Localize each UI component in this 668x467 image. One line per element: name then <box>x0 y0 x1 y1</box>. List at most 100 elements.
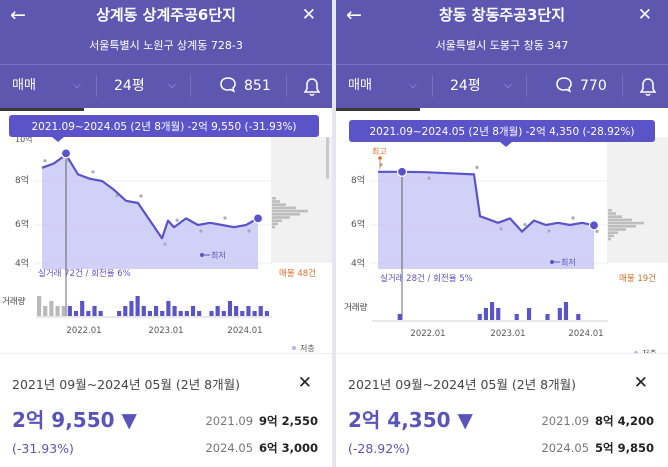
size-select[interactable]: 24평 <box>450 78 481 94</box>
tooltip-pointer <box>500 142 512 147</box>
chevron-down-icon[interactable]: ⌵ <box>168 80 176 91</box>
legend-low-dot <box>634 351 638 353</box>
close-icon[interactable]: ✕ <box>633 373 648 393</box>
trade-dot <box>43 159 47 163</box>
toolbar-divider <box>190 75 191 97</box>
complex-title: 창동 창동주공3단지 <box>438 6 566 24</box>
detail-end-date: 2024.05 <box>205 441 254 455</box>
detail-start-row: 2021.09 9억 2,550 <box>205 412 318 430</box>
legend-low-dot <box>292 346 296 350</box>
volume-bar <box>117 311 122 316</box>
detail-end-price: 5억 9,850 <box>595 441 654 455</box>
x-tick-label: 2024.01 <box>568 329 603 339</box>
price-chart[interactable]: 8억 6억 4억 10억 최저 실거래 72건 / 회전율 6% 매물 48건 … <box>0 111 332 353</box>
panel-divider <box>332 0 336 467</box>
listing-bar <box>272 222 278 226</box>
high-label: 최고 <box>372 146 387 156</box>
detail-start-row: 2021.09 8억 4,200 <box>541 412 654 430</box>
close-icon[interactable]: ✕ <box>297 373 312 393</box>
volume-bar <box>197 311 202 316</box>
toolbar-divider <box>432 75 433 97</box>
listing-bar <box>608 234 614 238</box>
complex-title: 상계동 상계주공6단지 <box>96 6 236 24</box>
chevron-down-icon[interactable]: ⌵ <box>504 80 512 91</box>
chat-bubble-icon[interactable] <box>556 73 572 97</box>
volume-bar-gray <box>49 301 54 316</box>
comment-count[interactable]: 770 <box>580 78 607 94</box>
listing-count: 매물 19건 <box>619 273 656 284</box>
volume-bar <box>209 311 214 316</box>
arrow-left-icon[interactable]: ← <box>346 4 362 26</box>
low-label: 최저 <box>211 250 226 260</box>
trade-dot <box>139 194 143 198</box>
close-icon[interactable]: ✕ <box>637 5 652 25</box>
trade-dot <box>91 170 95 174</box>
volume-bar <box>172 306 177 316</box>
legend-low-label: 저층 <box>642 349 657 353</box>
detail-end-row: 2024.05 6억 3,000 <box>205 439 318 457</box>
filter-toolbar: 매매 ⌵ 24평 ⌵ 770 <box>336 64 668 108</box>
chat-bubble-icon[interactable] <box>220 73 236 97</box>
end-point[interactable] <box>588 220 600 231</box>
detail-end-row: 2024.05 5억 9,850 <box>541 439 654 457</box>
trade-type-select[interactable]: 매매 <box>12 78 36 93</box>
listing-bar <box>272 203 286 206</box>
filter-toolbar: 매매 ⌵ 24평 ⌵ 851 <box>0 64 332 108</box>
volume-bar <box>166 301 171 316</box>
tooltip-text: 2021.09~2024.05 (2년 8개월) -2억 9,550 (-31.… <box>31 121 296 133</box>
price-chart-svg[interactable]: 8억 6억 4억 최고 최저 실거래 28건 / 회전율 5% 매물 19건 거… <box>336 111 668 353</box>
y-tick-label: 8억 <box>15 174 29 186</box>
trade-dot <box>499 227 503 231</box>
price-chart-svg[interactable]: 8억 6억 4억 10억 최저 실거래 72건 / 회전율 6% 매물 48건 … <box>0 111 332 353</box>
bell-icon[interactable] <box>303 77 321 97</box>
active-tab-indicator <box>0 108 84 111</box>
comment-count[interactable]: 851 <box>244 78 271 94</box>
trade-stats: 실거래 72건 / 회전율 6% <box>38 268 131 279</box>
bell-icon[interactable] <box>639 77 657 97</box>
volume-bar <box>258 306 263 316</box>
y-tick-label: 8억 <box>351 174 365 186</box>
detail-start-date: 2021.09 <box>205 414 254 428</box>
volume-bar <box>496 308 501 320</box>
price-area <box>378 171 594 269</box>
price-change-detail: 2021년 09월~2024년 05월 (2년 8개월) ✕ 2억 9,550 … <box>0 353 332 467</box>
listing-bar <box>608 218 632 222</box>
toolbar-divider <box>286 75 287 97</box>
volume-label: 거래량 <box>2 296 26 307</box>
trade-type-select[interactable]: 매매 <box>348 78 372 93</box>
listing-range-band <box>271 137 332 263</box>
volume-bar <box>160 311 165 316</box>
listing-bar <box>608 221 644 225</box>
panel-header: ← 상계동 상계주공6단지 ✕ 서울특별시 노원구 상계동 728-3 <box>0 0 332 64</box>
volume-bar <box>67 306 72 316</box>
volume-bar-gray <box>55 306 60 316</box>
listing-count: 매물 48건 <box>279 268 316 279</box>
arrow-left-icon[interactable]: ← <box>10 4 26 26</box>
start-point[interactable] <box>60 148 72 159</box>
close-icon[interactable]: ✕ <box>301 5 316 25</box>
volume-bar <box>240 311 245 316</box>
chart-scrollbar[interactable] <box>326 137 329 179</box>
start-point[interactable] <box>396 166 408 177</box>
size-select[interactable]: 24평 <box>114 78 145 94</box>
toolbar-divider <box>96 75 97 97</box>
listing-bar <box>272 206 296 210</box>
y-tick-label: 4억 <box>351 257 365 269</box>
volume-bar <box>490 302 495 320</box>
volume-bars <box>37 296 269 316</box>
volume-bar <box>73 311 79 316</box>
volume-bar <box>227 301 233 316</box>
trade-dot <box>547 229 551 233</box>
volume-label: 거래량 <box>344 302 368 313</box>
price-chart[interactable]: 8억 6억 4억 최고 최저 실거래 28건 / 회전율 5% 매물 19건 거… <box>336 111 668 353</box>
trade-dot <box>595 229 599 233</box>
chevron-down-icon[interactable]: ⌵ <box>73 80 81 91</box>
change-tooltip <box>349 120 655 142</box>
trade-scatter <box>379 163 599 233</box>
listing-histogram <box>608 209 644 241</box>
listing-bar <box>272 213 300 216</box>
detail-start-price: 8억 4,200 <box>595 414 654 428</box>
volume-bar <box>557 308 562 320</box>
end-point[interactable] <box>252 213 264 224</box>
chevron-down-icon[interactable]: ⌵ <box>409 80 417 91</box>
